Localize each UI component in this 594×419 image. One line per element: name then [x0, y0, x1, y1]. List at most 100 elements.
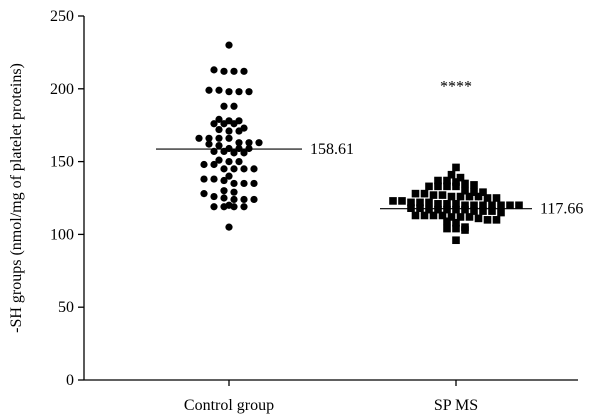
- control-group-point: [230, 120, 238, 128]
- control-group-point: [230, 188, 238, 196]
- control-group-point: [240, 149, 248, 157]
- control-group-point: [225, 172, 233, 180]
- control-group-point: [200, 175, 208, 183]
- sp-ms-point: [420, 189, 429, 198]
- sp-ms-point: [497, 201, 505, 210]
- sp-ms-point: [425, 205, 433, 214]
- control-group-point: [250, 179, 258, 188]
- axes: [83, 16, 578, 381]
- control-group-point: [215, 115, 223, 123]
- sp-ms-point: [452, 182, 460, 191]
- sp-ms-point: [461, 186, 469, 195]
- control-group-point: [255, 139, 263, 147]
- sp-ms-point: [447, 213, 456, 221]
- control-group-point: [220, 176, 228, 185]
- sp-ms-point: [411, 189, 420, 198]
- x-tick-label: SP MS: [434, 397, 478, 414]
- sp-ms-point: [461, 226, 469, 234]
- control-group-point: [235, 158, 243, 166]
- control-group-point: [210, 120, 218, 128]
- sp-ms-point: [456, 213, 465, 221]
- sp-ms-point: [425, 182, 433, 191]
- sp-ms-point: [479, 201, 487, 210]
- control-group-point: [225, 223, 233, 231]
- control-group-point: [215, 86, 223, 94]
- control-group-point: [230, 102, 238, 110]
- control-group-point: [205, 86, 213, 94]
- control-group-point: [220, 203, 228, 211]
- control-group-point: [195, 134, 203, 142]
- sp-ms-point: [398, 197, 406, 205]
- control-group-point: [215, 125, 223, 134]
- sp-ms-point: [461, 201, 469, 210]
- sp-ms-point: [474, 192, 483, 201]
- y-tick-label: 100: [50, 226, 74, 243]
- x-ticks: Control group SP MS: [184, 380, 478, 414]
- sp-ms-point: [434, 205, 442, 214]
- y-axis-title: -SH groups (nmol/mg of platelet proteins…: [8, 63, 25, 333]
- control-group-point: [250, 165, 258, 173]
- control-group-point: [220, 102, 228, 110]
- sp-ms-point: [443, 182, 451, 191]
- control-group-point: [220, 194, 228, 202]
- sp-ms-point: [407, 198, 415, 207]
- control-group-point: [220, 120, 228, 128]
- sp-ms-point: [447, 192, 456, 201]
- control-group-point: [210, 192, 218, 201]
- control-group-point: [225, 158, 233, 166]
- control-group-point: [240, 203, 248, 211]
- sp-ms-point: [434, 176, 442, 185]
- sp-ms-point: [470, 207, 478, 215]
- sp-ms-point: [452, 224, 460, 233]
- significance-marker: ****: [440, 79, 472, 96]
- sp-ms-point: [452, 163, 460, 172]
- control-group-point: [225, 41, 233, 49]
- control-group-point: [240, 179, 248, 188]
- control-group-point: [240, 165, 248, 173]
- mean-label: 117.66: [540, 201, 583, 218]
- control-group-point: [240, 195, 248, 204]
- control-group-point: [215, 134, 223, 142]
- y-tick-label: 150: [50, 154, 74, 171]
- control-group-point: [240, 67, 248, 75]
- control-group-point: [230, 67, 238, 75]
- sp-ms-point: [443, 176, 451, 185]
- sp-ms-point: [452, 218, 460, 227]
- control-group-point: [205, 140, 213, 148]
- control-group-point: [205, 134, 213, 142]
- sp-ms-point: [515, 201, 523, 210]
- sp-ms-point: [447, 170, 456, 179]
- y-tick-label: 50: [58, 299, 74, 316]
- sp-ms-point: [483, 216, 492, 224]
- sp-ms-point: [434, 200, 442, 208]
- sp-ms-point: [488, 207, 496, 215]
- sp-ms-point: [497, 208, 505, 217]
- sp-ms-point: [470, 181, 478, 189]
- mean-label: 158.61: [310, 141, 354, 158]
- sp-ms-point: [416, 198, 424, 207]
- control-group-point: [215, 141, 223, 150]
- sp-ms-point: [438, 211, 447, 220]
- sp-ms-point: [461, 179, 469, 188]
- control-group-point: [230, 149, 238, 157]
- sp-ms-point: [452, 178, 460, 186]
- sp-ms-point: [443, 224, 451, 233]
- sp-ms-point: [492, 194, 501, 202]
- sp-ms-point: [443, 205, 451, 214]
- y-ticks: 0 50 100 150 200 250: [50, 8, 84, 389]
- annotations: 158.61 117.66 ****: [156, 79, 583, 218]
- control-group-point: [245, 139, 253, 147]
- control-group-point: [210, 175, 218, 183]
- control-group-point: [210, 160, 218, 169]
- control-group-point: [235, 88, 243, 96]
- control-group-point: [220, 187, 228, 195]
- control-group-point: [215, 156, 223, 164]
- sp-ms-point: [474, 214, 483, 223]
- control-group-point: [230, 203, 238, 211]
- control-group-point: [210, 203, 218, 211]
- sp-ms-point: [452, 205, 460, 214]
- sp-ms-point: [483, 194, 492, 202]
- sp-ms-point: [434, 182, 442, 191]
- sp-ms-point: [470, 201, 478, 210]
- control-group-point: [230, 179, 238, 188]
